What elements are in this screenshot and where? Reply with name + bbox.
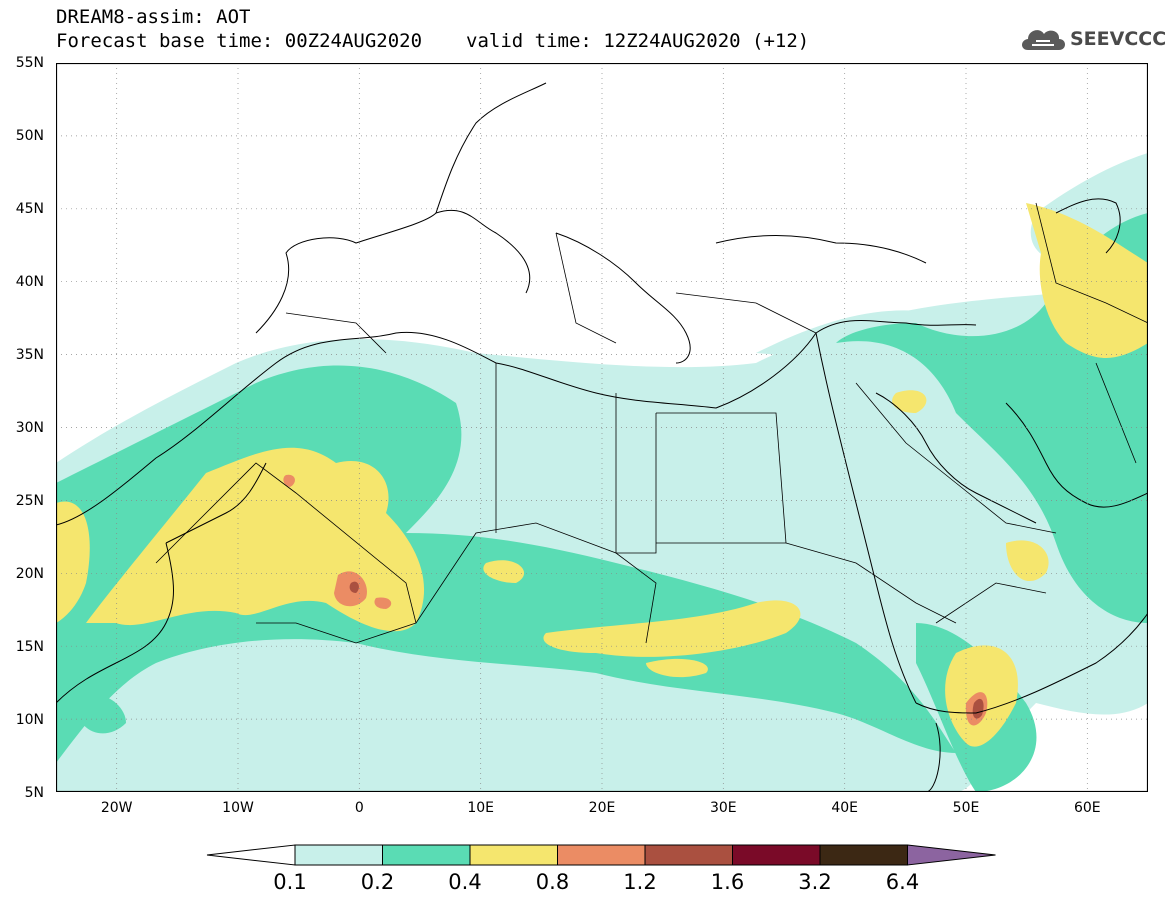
lat-label: 50N	[15, 128, 44, 144]
colorbar-label: 6.4	[885, 870, 920, 894]
lon-label: 50E	[952, 800, 980, 816]
colorbar-label: 3.2	[798, 870, 832, 894]
colorbar-segment	[907, 844, 996, 866]
map-title: DREAM8-assim: AOT	[56, 6, 251, 28]
graticule	[56, 63, 1148, 792]
aot-map	[56, 63, 1148, 792]
lat-label: 45N	[15, 201, 44, 217]
lat-label: 15N	[15, 639, 44, 655]
valid-time: valid time: 12Z24AUG2020 (+12)	[466, 30, 810, 52]
colorbar-segment	[819, 844, 908, 866]
lon-label: 10W	[222, 800, 254, 816]
lat-label: 10N	[15, 712, 44, 728]
colorbar-label: 0.4	[448, 870, 482, 894]
lon-label: 30E	[709, 800, 737, 816]
seevccc-logo: SEEVCCC	[1018, 22, 1165, 56]
base-time: Forecast base time: 00Z24AUG2020	[56, 30, 423, 52]
colorbar-label: 0.8	[535, 870, 570, 894]
colorbar-segment	[294, 844, 383, 866]
lon-label: 20E	[588, 800, 616, 816]
colorbar-segment	[644, 844, 733, 866]
colorbar-segment	[206, 844, 296, 866]
colorbar-segment	[557, 844, 646, 866]
lat-label: 40N	[15, 274, 44, 290]
colorbar-label: 0.2	[360, 870, 395, 894]
lon-label: 60E	[1073, 800, 1101, 816]
colorbar	[206, 844, 996, 866]
lon-label: 40E	[831, 800, 859, 816]
logo-text: SEEVCCC	[1070, 28, 1165, 50]
lat-label: 55N	[15, 55, 44, 71]
time-info: Forecast base time: 00Z24AUG2020 valid ti…	[56, 30, 809, 52]
colorbar-segment	[469, 844, 558, 866]
map-frame	[56, 63, 1148, 792]
colorbar-label: 1.2	[623, 870, 657, 894]
cloud-icon	[1022, 30, 1065, 50]
lon-label: 10E	[467, 800, 495, 816]
lat-label: 35N	[15, 347, 44, 363]
lon-label: 20W	[100, 800, 133, 816]
lat-label: 30N	[15, 420, 44, 436]
borders	[155, 202, 1148, 644]
colorbar-segment	[732, 844, 821, 866]
colorbar-label: 0.1	[273, 870, 307, 894]
colorbar-segment	[382, 844, 471, 866]
lat-label: 25N	[15, 493, 44, 509]
colorbar-label: 1.6	[710, 870, 745, 894]
coastlines	[56, 82, 1148, 792]
lat-label: 20N	[15, 566, 44, 582]
lon-label: 0	[354, 800, 364, 816]
aot-level-1.2	[349, 581, 984, 719]
lat-label: 5N	[24, 785, 44, 801]
